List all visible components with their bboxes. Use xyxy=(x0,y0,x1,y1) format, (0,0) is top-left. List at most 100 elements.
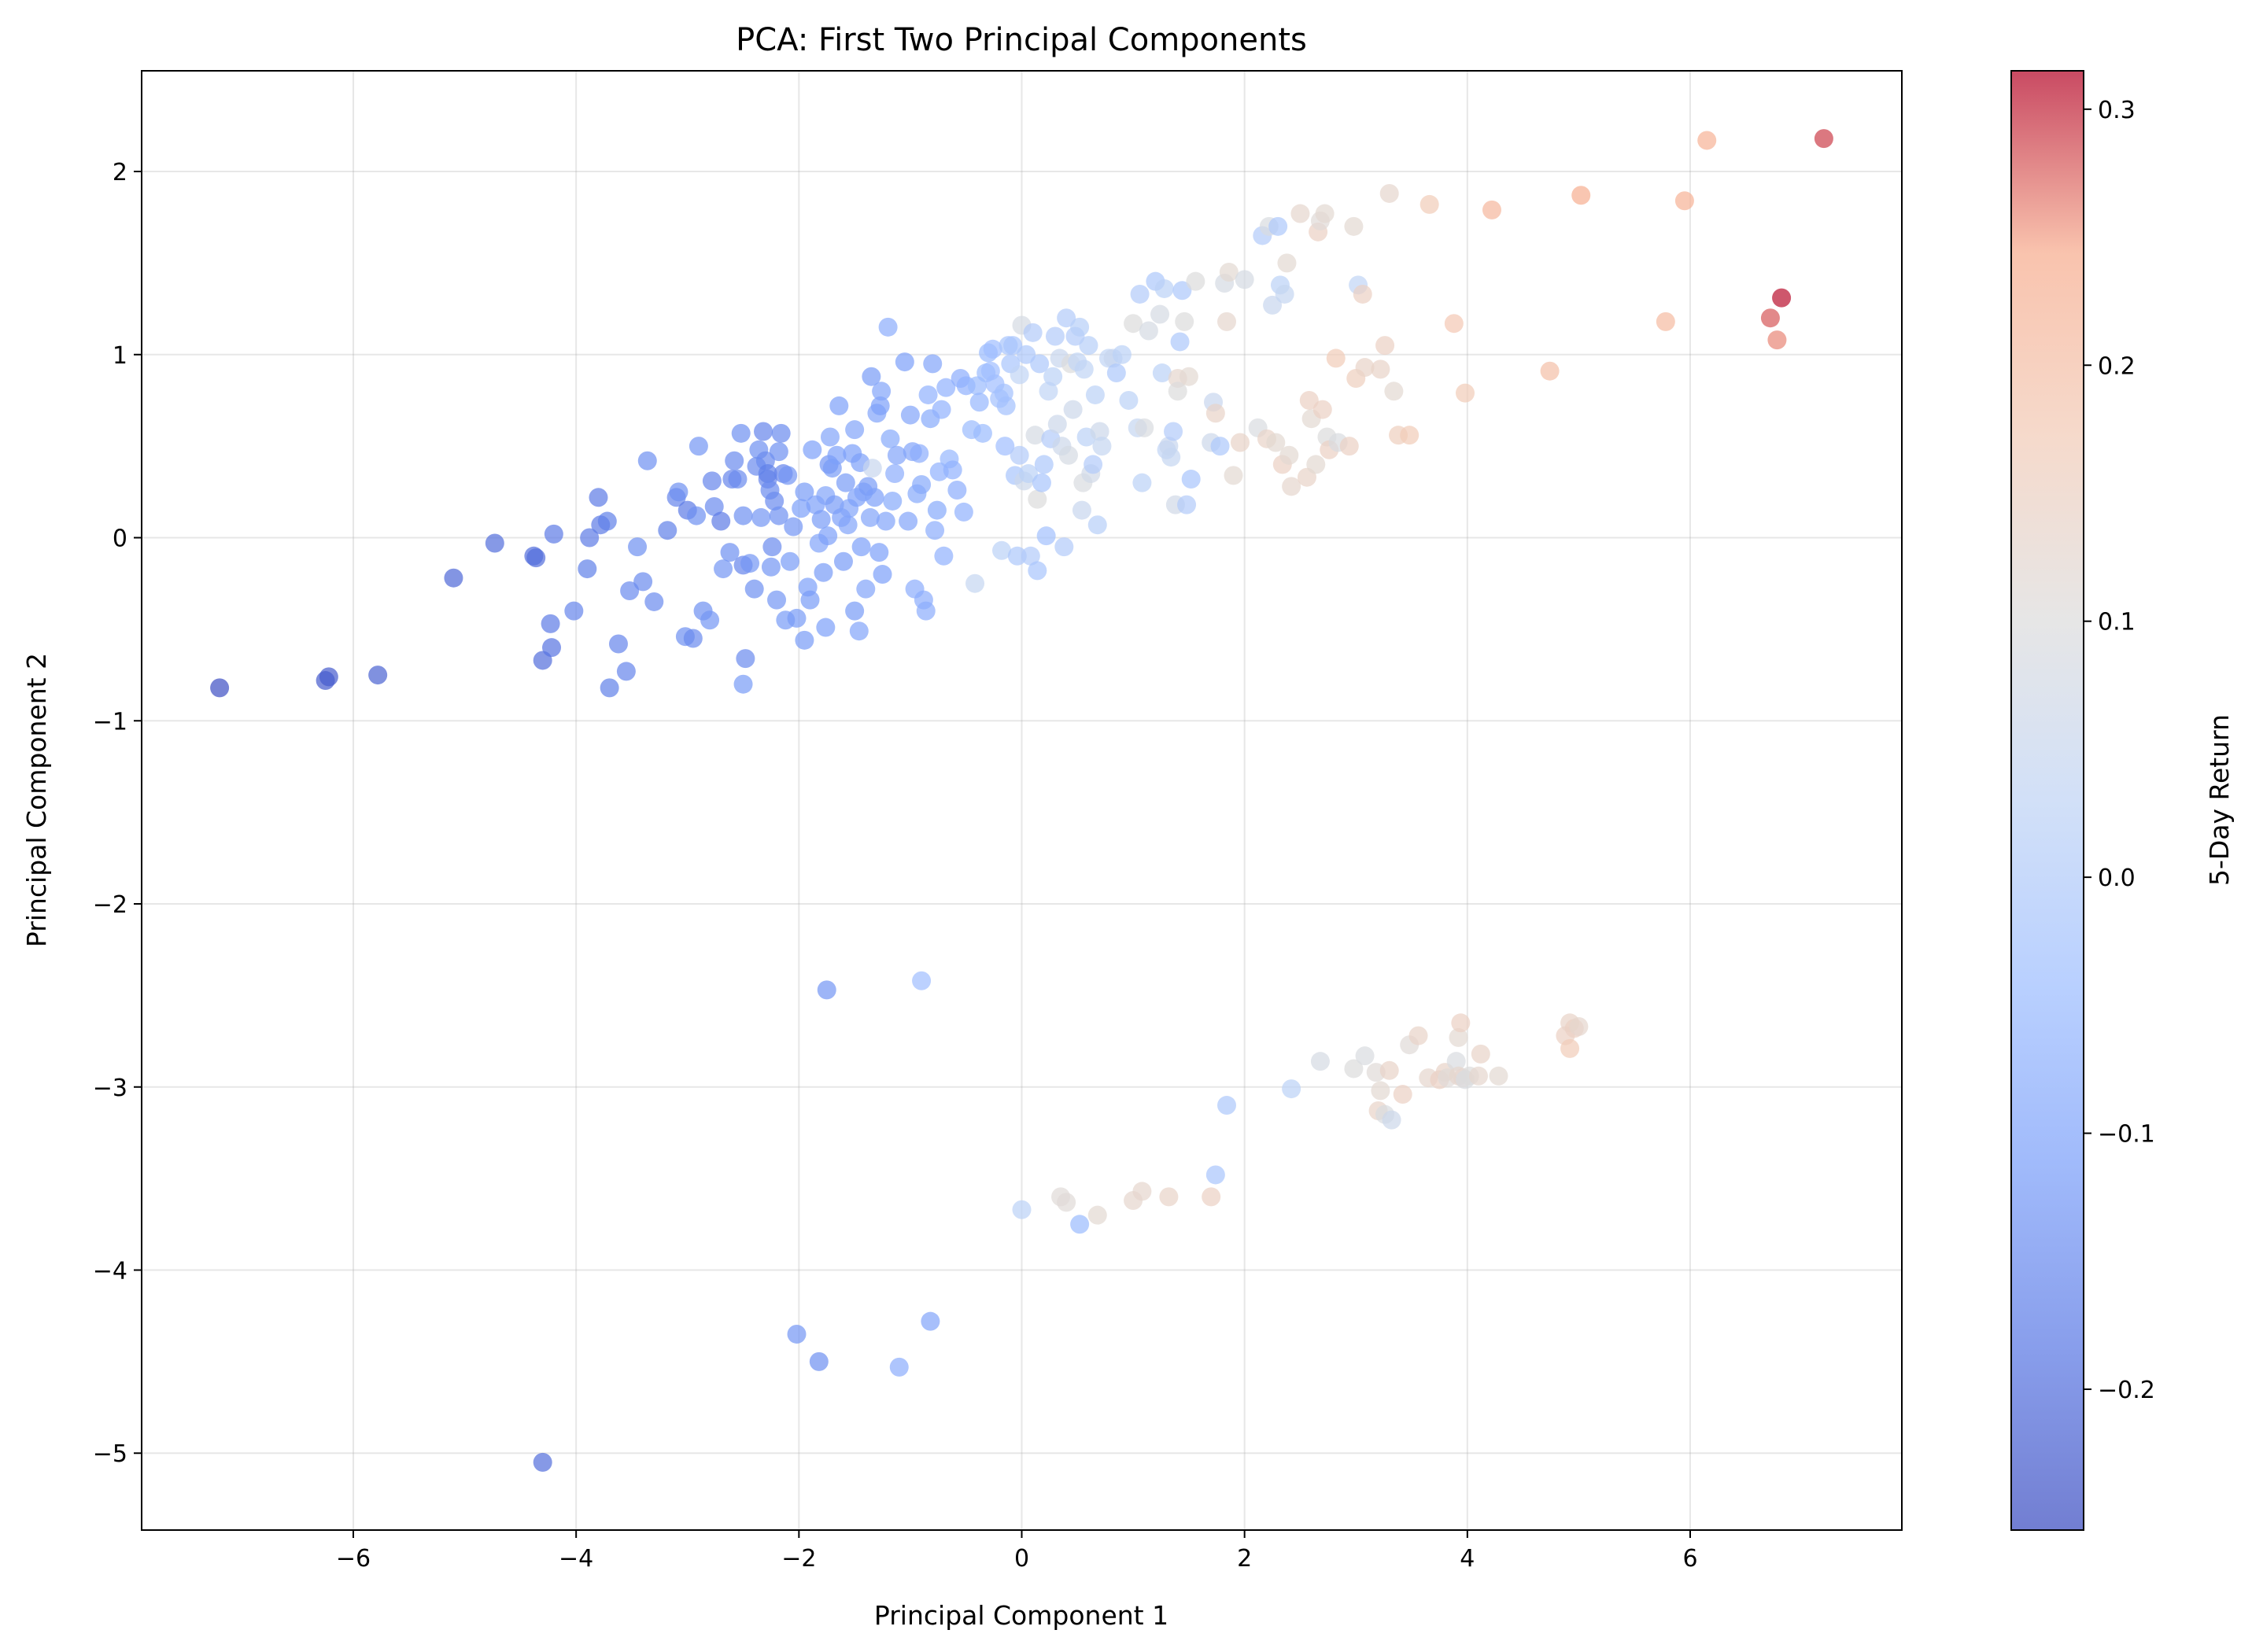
data-point xyxy=(1419,194,1439,214)
data-point xyxy=(943,460,962,480)
data-point xyxy=(862,459,882,478)
data-point xyxy=(1282,1079,1301,1099)
data-point xyxy=(1205,1165,1225,1185)
data-point xyxy=(319,667,338,687)
data-point xyxy=(1231,433,1250,452)
data-point xyxy=(851,537,871,557)
data-point xyxy=(778,466,798,485)
data-point xyxy=(1444,314,1464,334)
y-axis-ticks: 2 1 0 −1 −2 −3 −4 −5 xyxy=(93,159,142,1468)
data-point xyxy=(921,1311,940,1331)
data-point xyxy=(1087,515,1107,535)
data-point xyxy=(781,551,800,571)
y-axis-label: Principal Component 2 xyxy=(21,653,52,947)
data-point xyxy=(1310,1052,1330,1071)
data-point xyxy=(795,482,814,502)
data-point xyxy=(817,980,836,1000)
data-point xyxy=(1489,1066,1508,1086)
colorbar-gradient xyxy=(2011,71,2084,1530)
data-point xyxy=(1154,278,1174,298)
data-point xyxy=(1560,1038,1580,1058)
x-tick-label: 0 xyxy=(1014,1545,1029,1573)
data-point xyxy=(1010,445,1029,465)
x-tick-label: 6 xyxy=(1682,1545,1697,1573)
colorbar: 0.3 0.2 0.1 0.0 −0.1 −0.2 5-Day Return xyxy=(2010,70,2235,1531)
data-point xyxy=(669,482,689,502)
data-point xyxy=(1355,358,1375,378)
data-point xyxy=(862,367,881,386)
colorbar-tick-label: 0.2 xyxy=(2098,352,2136,380)
data-point xyxy=(1266,433,1286,452)
data-point xyxy=(541,614,560,633)
data-point xyxy=(761,557,781,577)
data-point xyxy=(1132,473,1152,492)
data-point xyxy=(1012,1200,1032,1219)
data-point xyxy=(923,354,943,374)
data-point xyxy=(1382,1110,1401,1130)
data-point xyxy=(628,537,648,557)
y-tick-label: −5 xyxy=(93,1440,127,1468)
data-point xyxy=(910,444,929,463)
colorbar-tick-label: −0.1 xyxy=(2098,1121,2155,1149)
data-point xyxy=(1760,308,1780,328)
data-point xyxy=(526,548,546,568)
data-point xyxy=(983,339,1002,359)
data-point xyxy=(969,393,989,412)
data-point xyxy=(689,437,708,456)
data-point xyxy=(1326,348,1346,368)
data-point xyxy=(1159,1187,1179,1207)
data-point xyxy=(1179,367,1198,386)
data-point xyxy=(1371,1081,1390,1101)
data-point xyxy=(1306,455,1326,474)
data-point xyxy=(1384,382,1404,401)
data-point xyxy=(889,1357,909,1377)
data-point xyxy=(687,506,707,525)
data-point xyxy=(1032,473,1051,492)
data-point xyxy=(1028,561,1047,581)
data-point xyxy=(869,543,889,562)
data-point xyxy=(533,1452,552,1472)
data-point xyxy=(600,678,619,698)
data-point xyxy=(767,590,787,610)
data-point xyxy=(1772,288,1792,308)
y-tick-label: −3 xyxy=(93,1075,127,1102)
data-point xyxy=(1482,200,1501,219)
data-point xyxy=(1132,1182,1152,1201)
plot-background xyxy=(142,71,1902,1530)
y-tick-label: 2 xyxy=(113,159,127,186)
data-point xyxy=(1571,186,1591,205)
data-point xyxy=(973,423,992,443)
data-point xyxy=(1072,500,1091,520)
data-point xyxy=(1025,426,1045,445)
data-point xyxy=(616,662,636,681)
data-point xyxy=(895,352,914,372)
data-point xyxy=(683,629,703,648)
data-point xyxy=(1355,1046,1375,1066)
data-point xyxy=(1186,271,1205,291)
data-point xyxy=(1079,336,1098,356)
data-point xyxy=(836,473,855,492)
data-point xyxy=(608,634,628,654)
data-point xyxy=(1175,312,1194,331)
data-point xyxy=(883,491,903,511)
data-point xyxy=(856,579,876,599)
x-tick-label: −2 xyxy=(781,1545,816,1573)
data-point xyxy=(829,396,849,415)
data-point xyxy=(814,562,833,582)
data-point xyxy=(1047,415,1067,434)
data-point xyxy=(1087,1205,1107,1225)
data-point xyxy=(1010,365,1029,385)
data-point xyxy=(803,440,822,459)
data-point xyxy=(1045,326,1065,346)
data-point xyxy=(542,638,562,658)
data-point xyxy=(1135,418,1154,437)
data-point xyxy=(811,510,831,529)
data-point xyxy=(932,400,951,419)
data-point xyxy=(769,442,788,462)
data-point xyxy=(1268,216,1288,236)
data-point xyxy=(800,590,820,610)
data-point xyxy=(762,537,782,557)
data-point xyxy=(637,451,657,470)
data-point xyxy=(620,581,640,601)
data-point xyxy=(725,451,744,470)
